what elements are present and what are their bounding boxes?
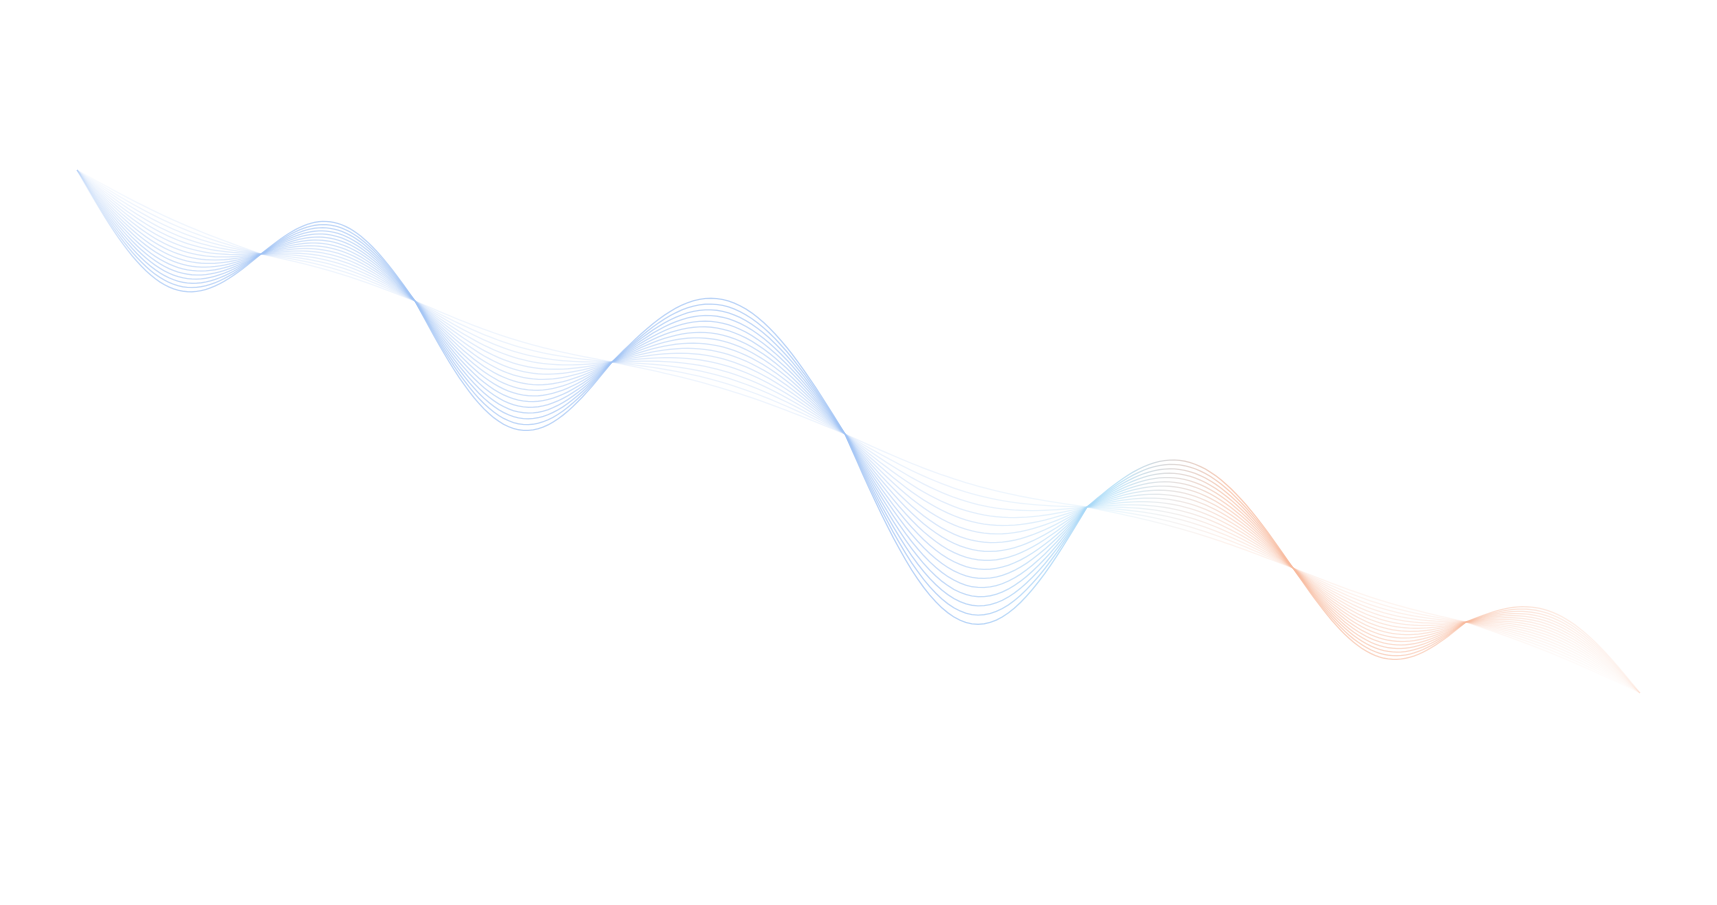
wave-lines-group xyxy=(76,169,1641,694)
wave-line xyxy=(76,169,1641,694)
